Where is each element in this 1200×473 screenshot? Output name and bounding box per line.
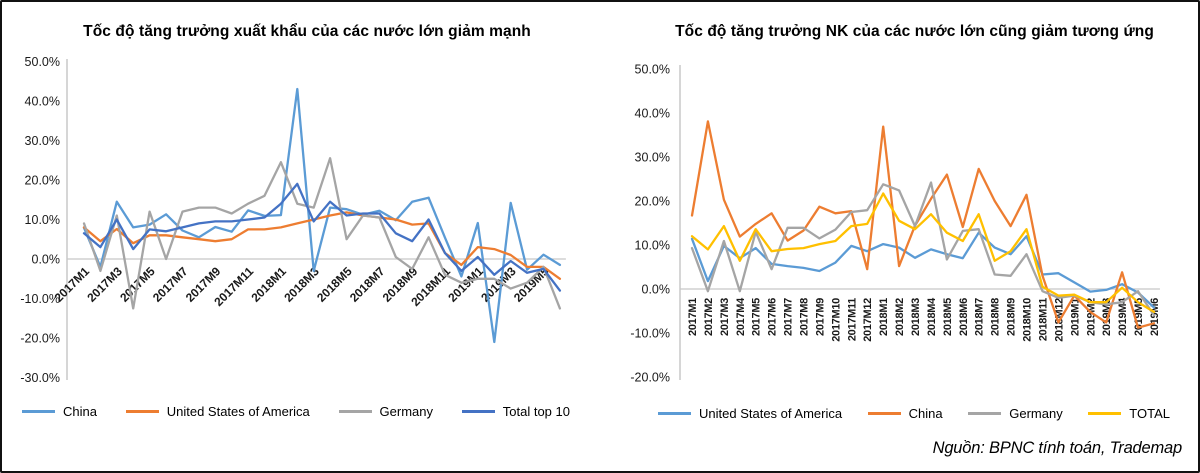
series-line-china (82, 87, 562, 344)
x-tick-label: 2017M3 (84, 264, 125, 305)
x-tick-label: 2017M8 (799, 298, 811, 336)
series-line-total-top-10 (82, 182, 562, 292)
y-tick-label: 40.0% (635, 107, 670, 121)
legend-line-swatch (22, 410, 55, 413)
legend-label: United States of America (166, 404, 310, 419)
x-tick-label: 2018M5 (942, 298, 954, 336)
legend-item-usa: United States of America (658, 406, 842, 421)
x-tick-label: 2018M11 (1037, 298, 1049, 341)
legend-item-germany: Germany (338, 404, 434, 419)
x-tick-label: 2018M6 (958, 298, 970, 336)
chart-1-plot: 50.0% 40.0% 30.0% 20.0% 10.0% 0.0% -10.0% -20.0… (630, 63, 1161, 385)
legend-item-usa: United States of America (125, 404, 310, 419)
y-tick-label: 10.0% (635, 239, 670, 253)
y-tick-label: -20.0% (630, 371, 670, 385)
legend-line-swatch (461, 410, 495, 413)
legend-line-swatch (867, 412, 901, 415)
legend-item-germany: Germany (968, 406, 1063, 421)
right-chart-legend: United States of America China Germany T… (658, 406, 1170, 421)
series-line-total (690, 192, 1156, 314)
y-tick-label: 20.0% (25, 173, 60, 187)
x-tick-label: 2018M4 (926, 297, 938, 336)
y-tick-label: 40.0% (25, 94, 60, 108)
x-tick-label: 2019M4 (1117, 297, 1129, 336)
x-tick-label: 2018M1 (878, 298, 890, 336)
x-tick-label: 2018M1 (248, 264, 289, 305)
legend-item-total-top-10: Total top 10 (461, 404, 570, 419)
x-tick-label: 2017M11 (846, 298, 858, 341)
y-tick-label: 0.0% (32, 253, 61, 267)
x-tick-label: 2017M1 (687, 298, 699, 336)
x-tick-label: 2018M3 (281, 264, 322, 305)
y-tick-label: 0.0% (642, 283, 671, 297)
legend-label: TOTAL (1129, 406, 1170, 421)
chart-0-plot: 50.0% 40.0% 30.0% 20.0% 10.0% 0.0% -10.0% -20.0… (20, 55, 566, 385)
x-tick-label: 2017M10 (830, 298, 842, 342)
x-tick-label: 2019M1 (445, 264, 486, 305)
x-tick-label: 2017M12 (862, 298, 874, 342)
x-tick-label: 2018M10 (1022, 298, 1034, 342)
x-tick-label: 2018M7 (974, 298, 986, 336)
series-line-germany (690, 181, 1156, 317)
y-tick-label: -20.0% (20, 332, 60, 346)
source-note: Nguồn: BPNC tính toán, Trademap (932, 439, 1183, 457)
x-tick-label: 2018M7 (347, 264, 388, 305)
right-chart-title: Tốc độ tăng trưởng NK của các nước lớn c… (675, 23, 1154, 40)
legend-label: China (908, 406, 943, 421)
legend-label: Total top 10 (502, 404, 570, 419)
legend-label: Germany (379, 404, 434, 419)
x-tick-label: 2018M8 (990, 298, 1002, 336)
y-tick-label: 10.0% (25, 213, 60, 227)
x-tick-label: 2018M2 (894, 298, 906, 336)
y-tick-label: -10.0% (20, 292, 60, 306)
legend-line-swatch (125, 410, 159, 413)
x-tick-label: 2017M5 (751, 298, 763, 336)
x-tick-label: 2018M3 (910, 298, 922, 336)
series-line-united-states-of-america (82, 211, 562, 280)
x-tick-label: 2019M6 (1149, 298, 1161, 336)
y-tick-label: 50.0% (635, 63, 670, 77)
x-tick-label: 2017M4 (735, 297, 747, 336)
legend-item-china: China (867, 406, 943, 421)
series-line-germany (82, 157, 562, 310)
left-chart-legend: China United States of America Germany T… (22, 404, 570, 419)
legend-label: China (63, 404, 97, 419)
left-chart-title: Tốc độ tăng trưởng xuất khẩu của các nướ… (83, 23, 531, 40)
legend-label: United States of America (699, 406, 843, 421)
series-line-china (690, 120, 1156, 329)
x-tick-label: 2017M9 (814, 298, 826, 336)
y-tick-label: -30.0% (20, 371, 60, 385)
y-tick-label: 30.0% (25, 134, 60, 148)
legend-line-swatch (968, 412, 1002, 415)
x-tick-label: 2018M9 (1006, 298, 1018, 336)
x-tick-label: 2017M7 (783, 298, 795, 336)
legend-item-total: TOTAL (1088, 406, 1170, 421)
y-tick-label: 30.0% (635, 151, 670, 165)
legend-line-swatch (338, 410, 372, 413)
legend-line-swatch (1088, 412, 1122, 415)
x-tick-label: 2017M3 (719, 298, 731, 336)
legend-label: Germany (1009, 406, 1063, 421)
x-tick-label: 2019M2 (1085, 298, 1097, 336)
y-tick-label: 50.0% (25, 55, 60, 69)
y-tick-label: -10.0% (630, 327, 670, 341)
x-tick-label: 2017M6 (767, 298, 779, 336)
legend-item-china: China (22, 404, 97, 419)
x-tick-label: 2017M1 (52, 264, 93, 305)
y-tick-label: 20.0% (635, 195, 670, 209)
x-tick-label: 2017M2 (703, 298, 715, 336)
x-tick-label: 2019M1 (1069, 298, 1081, 336)
x-tick-label: 2017M7 (150, 264, 191, 305)
x-tick-label: 2018M5 (314, 264, 355, 305)
legend-line-swatch (658, 412, 691, 415)
